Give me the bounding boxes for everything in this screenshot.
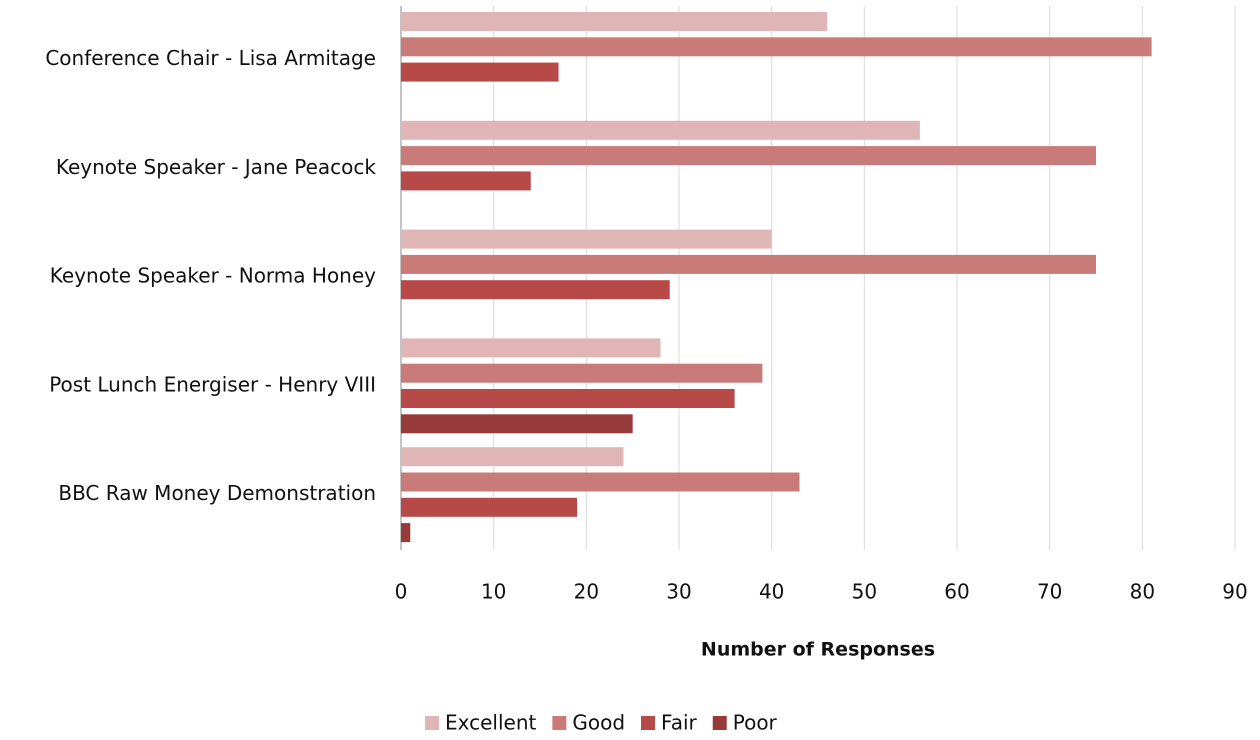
legend-label: Fair	[661, 711, 697, 735]
bar	[401, 171, 531, 191]
y-tick-label: Keynote Speaker - Jane Peacock	[56, 155, 377, 179]
y-tick-label: BBC Raw Money Demonstration	[58, 481, 376, 505]
legend-swatch	[641, 716, 656, 730]
bar	[401, 389, 735, 408]
bar	[401, 280, 670, 300]
bar	[401, 414, 633, 434]
x-tick-label: 60	[944, 580, 969, 604]
y-tick-label: Conference Chair - Lisa Armitage	[45, 46, 376, 70]
x-axis-title: Number of Responses	[701, 639, 935, 661]
x-tick-label: 80	[1130, 580, 1155, 604]
legend-swatch	[552, 716, 567, 730]
bar	[401, 497, 578, 517]
x-tick-label: 30	[666, 580, 691, 604]
legend-swatch	[712, 716, 727, 730]
x-tick-label: 70	[1037, 580, 1062, 604]
x-tick-label: 90	[1222, 580, 1247, 604]
bar	[401, 523, 411, 543]
x-tick-label: 10	[481, 580, 506, 604]
bar	[401, 37, 1152, 57]
x-tick-label: 20	[574, 580, 599, 604]
bar	[401, 363, 763, 383]
legend-label: Poor	[733, 711, 778, 735]
legend-label: Good	[572, 711, 625, 735]
x-tick-label: 50	[852, 580, 877, 604]
bar	[401, 254, 1096, 274]
bar	[401, 447, 624, 467]
y-tick-label: Post Lunch Energiser - Henry VIII	[49, 372, 376, 396]
x-tick-label: 0	[395, 580, 408, 604]
bar	[401, 472, 800, 492]
bar	[401, 146, 1096, 166]
x-tick-label: 40	[759, 580, 784, 604]
y-tick-label: Keynote Speaker - Norma Honey	[50, 264, 376, 288]
bar	[401, 120, 920, 140]
bar	[401, 62, 559, 82]
bar	[401, 338, 661, 358]
bar	[401, 229, 772, 249]
legend-label: Excellent	[445, 711, 537, 735]
bar	[401, 12, 828, 31]
legend-swatch	[425, 716, 439, 730]
